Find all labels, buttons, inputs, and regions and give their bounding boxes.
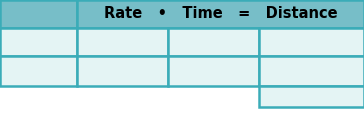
FancyBboxPatch shape <box>259 28 364 56</box>
FancyBboxPatch shape <box>77 28 168 56</box>
FancyBboxPatch shape <box>77 56 168 86</box>
FancyBboxPatch shape <box>0 56 77 86</box>
FancyBboxPatch shape <box>259 56 364 86</box>
FancyBboxPatch shape <box>0 0 77 28</box>
FancyBboxPatch shape <box>77 0 364 28</box>
FancyBboxPatch shape <box>168 28 259 56</box>
Text: Rate   •   Time   =   Distance: Rate • Time = Distance <box>104 7 337 22</box>
FancyBboxPatch shape <box>259 86 364 107</box>
FancyBboxPatch shape <box>0 28 77 56</box>
FancyBboxPatch shape <box>168 56 259 86</box>
